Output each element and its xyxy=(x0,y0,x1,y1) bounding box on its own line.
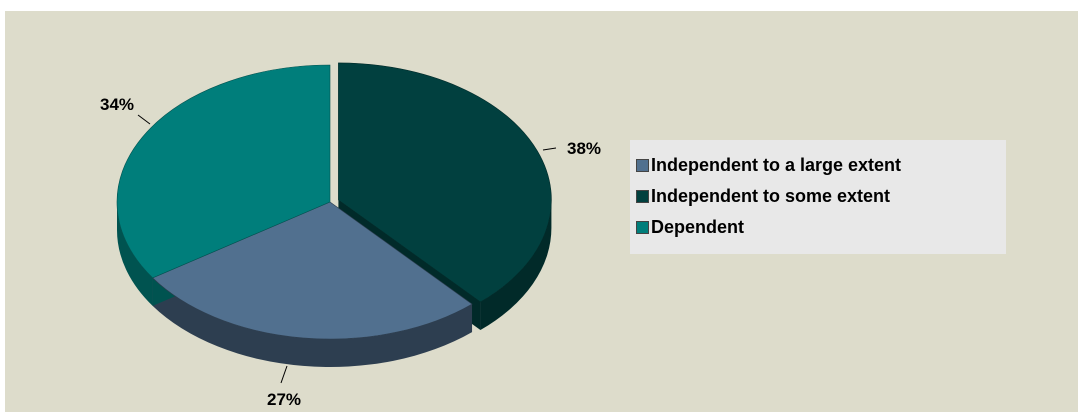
leader-line xyxy=(542,147,557,151)
legend-item: Independent to a large extent xyxy=(630,150,1006,181)
pie-leader-lines xyxy=(137,114,557,384)
legend-label: Independent to some extent xyxy=(651,186,891,206)
legend-label: Dependent xyxy=(651,217,745,237)
data-label: 38% xyxy=(567,139,601,158)
legend-item: Independent to some extent xyxy=(630,181,1006,212)
pie-slice xyxy=(152,201,473,340)
leader-line xyxy=(137,114,151,125)
page-top-margin xyxy=(0,0,1083,11)
pie-slice-side xyxy=(480,199,552,331)
data-label: 34% xyxy=(100,95,134,114)
pie-slice xyxy=(338,62,552,303)
legend-swatch xyxy=(636,159,649,172)
legend-item: Dependent xyxy=(630,212,1006,243)
legend-swatch xyxy=(636,190,649,203)
legend-swatch xyxy=(636,221,649,234)
leader-line xyxy=(280,365,288,384)
data-label: 27% xyxy=(267,390,301,409)
pie-data-labels: 38% 27% 34% xyxy=(100,95,601,409)
legend-label: Independent to a large extent xyxy=(651,155,902,175)
legend: Independent to a large extent Independen… xyxy=(630,140,1006,254)
pie-slice xyxy=(116,64,331,279)
pie-tops xyxy=(116,62,552,340)
pie-slice-side xyxy=(152,277,473,367)
pie-slice-side xyxy=(117,202,153,306)
